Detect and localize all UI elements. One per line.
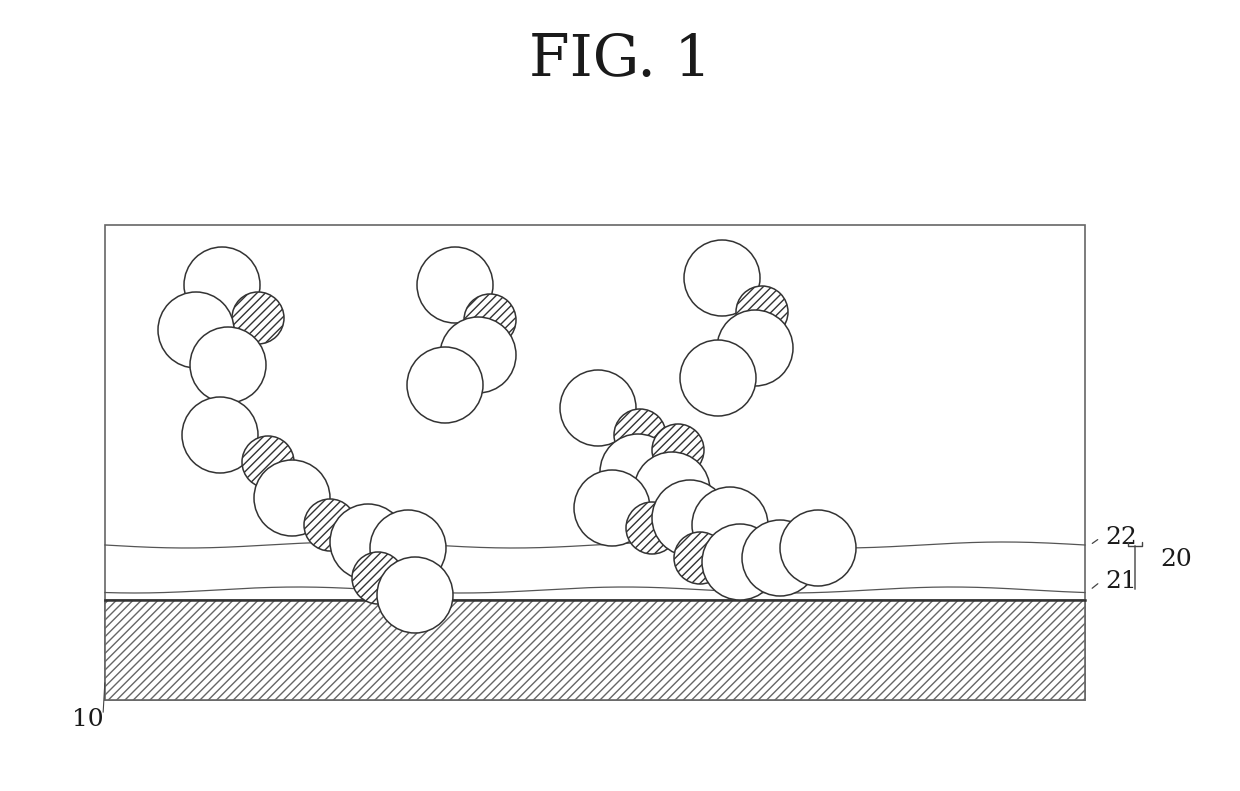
Text: FIG. 1: FIG. 1 [528,32,712,88]
Circle shape [626,502,678,554]
Circle shape [560,370,636,446]
Circle shape [157,292,234,368]
Circle shape [440,317,516,393]
Circle shape [304,499,356,551]
Circle shape [182,397,258,473]
Circle shape [370,510,446,586]
Circle shape [692,487,768,563]
Circle shape [684,240,760,316]
Circle shape [742,520,818,596]
Circle shape [574,470,650,546]
Circle shape [600,434,676,510]
Circle shape [652,424,704,476]
Polygon shape [105,225,1085,700]
Circle shape [232,292,284,344]
Text: 22: 22 [1105,527,1137,550]
Circle shape [407,347,484,423]
Circle shape [377,557,453,633]
Circle shape [254,460,330,536]
Text: 21: 21 [1105,570,1137,593]
Circle shape [680,340,756,416]
Circle shape [780,510,856,586]
Circle shape [652,480,728,556]
Circle shape [184,247,260,323]
Circle shape [352,552,404,604]
Circle shape [675,532,725,584]
Text: 20: 20 [1159,548,1192,572]
Circle shape [717,310,794,386]
Circle shape [190,327,267,403]
Circle shape [702,524,777,600]
Polygon shape [105,600,1085,700]
Circle shape [464,294,516,346]
Circle shape [417,247,494,323]
Circle shape [330,504,405,580]
Circle shape [737,286,787,338]
Circle shape [614,409,666,461]
Text: 10: 10 [72,709,104,732]
Circle shape [242,436,294,488]
Circle shape [634,452,711,528]
